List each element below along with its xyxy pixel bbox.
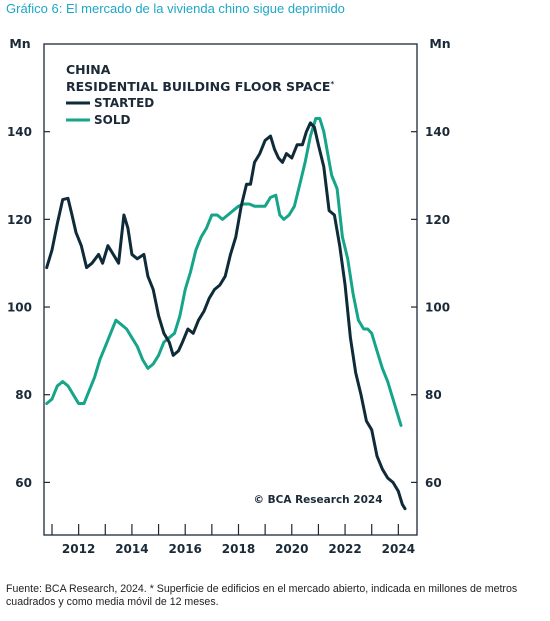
x-tick-label: 2012 xyxy=(62,542,95,556)
x-tick-label: 2020 xyxy=(275,542,308,556)
legend: CHINA RESIDENTIAL BUILDING FLOOR SPACE* … xyxy=(66,62,334,127)
series-layer xyxy=(45,117,407,511)
y-tick-label-right: 60 xyxy=(425,476,442,490)
x-tick-label: 2024 xyxy=(382,542,415,556)
legend-label-sold: SOLD xyxy=(94,113,130,127)
x-tick-label: 2014 xyxy=(115,542,148,556)
y-axis-left: 60 80 100 120 140 xyxy=(7,125,50,490)
x-tick-label: 2018 xyxy=(222,542,255,556)
legend-title-metric: RESIDENTIAL BUILDING FLOOR SPACE* xyxy=(66,79,334,94)
legend-label-started: STARTED xyxy=(94,96,154,110)
x-axis: 2012 2014 2016 2018 2020 2022 2024 xyxy=(51,524,415,556)
y-axis-unit-left: Mn xyxy=(9,36,30,51)
y-axis-unit-right: Mn xyxy=(429,36,450,51)
y-tick-label-right: 140 xyxy=(425,125,450,139)
y-tick-label-left: 120 xyxy=(7,213,32,227)
series-line-sold xyxy=(45,117,403,427)
plot-frame xyxy=(43,43,418,536)
legend-title-region: CHINA xyxy=(66,62,111,77)
figure-title: Gráfico 6: El mercado de la vivienda chi… xyxy=(6,1,345,16)
y-tick-label-right: 80 xyxy=(425,388,442,402)
y-tick-label-left: 140 xyxy=(7,125,32,139)
y-tick-label-right: 100 xyxy=(425,301,450,315)
y-tick-label-right: 120 xyxy=(425,213,450,227)
series-line-started xyxy=(45,121,407,511)
x-tick-label: 2022 xyxy=(328,542,361,556)
y-tick-label-left: 80 xyxy=(15,388,32,402)
y-axis-right: 60 80 100 120 140 xyxy=(411,125,450,490)
y-tick-label-left: 60 xyxy=(15,476,32,490)
copyright-note: © BCA Research 2024 xyxy=(253,494,382,506)
footnote: Fuente: BCA Research, 2024. * Superficie… xyxy=(6,583,518,608)
x-tick-label: 2016 xyxy=(169,542,202,556)
y-tick-label-left: 100 xyxy=(7,301,32,315)
